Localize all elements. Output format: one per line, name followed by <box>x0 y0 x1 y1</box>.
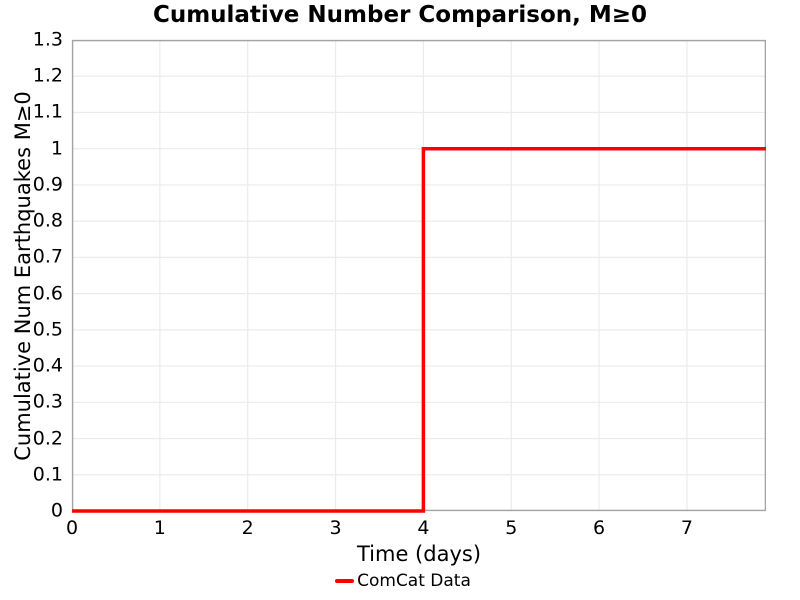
y-tick-label: 1.3 <box>32 28 63 51</box>
legend: ComCat Data <box>0 571 800 591</box>
plot-area <box>71 39 767 513</box>
y-tick-label: 1 <box>50 137 63 160</box>
y-tick-label: 0.1 <box>32 463 63 486</box>
plot-frame <box>71 39 767 512</box>
y-axis-label: Cumulative Num Earthquakes M≥0 <box>11 91 35 461</box>
series-line <box>72 146 766 513</box>
y-tick-label: 0.5 <box>32 318 63 341</box>
y-tick-label: 0.8 <box>32 209 63 232</box>
y-tick-label: 0.9 <box>32 173 63 196</box>
y-tick-label: 0.2 <box>32 427 63 450</box>
x-tick-label: 7 <box>680 517 693 539</box>
legend-series-label: ComCat Data <box>357 571 471 591</box>
y-tick-label: 0.4 <box>32 354 63 377</box>
x-tick-label: 2 <box>241 517 254 539</box>
chart-canvas <box>71 39 767 513</box>
x-tick-label: 3 <box>329 517 342 539</box>
x-tick-label: 5 <box>505 517 518 539</box>
y-tick-label: 0.6 <box>32 282 63 305</box>
x-tick-label: 1 <box>153 517 166 539</box>
y-tick-label: 0 <box>50 499 63 522</box>
y-tick-label: 1.1 <box>32 100 63 123</box>
chart-title: Cumulative Number Comparison, M≥0 <box>152 2 648 28</box>
x-tick-label: 4 <box>417 517 430 539</box>
y-tick-label: 0.3 <box>32 390 63 413</box>
x-tick-label: 0 <box>65 517 79 539</box>
y-tick-label: 0.7 <box>32 245 63 268</box>
x-axis-label: Time (days) <box>356 542 482 566</box>
x-tick-label: 6 <box>593 517 606 539</box>
y-tick-label: 1.2 <box>32 64 63 87</box>
legend-line-swatch <box>335 579 355 583</box>
